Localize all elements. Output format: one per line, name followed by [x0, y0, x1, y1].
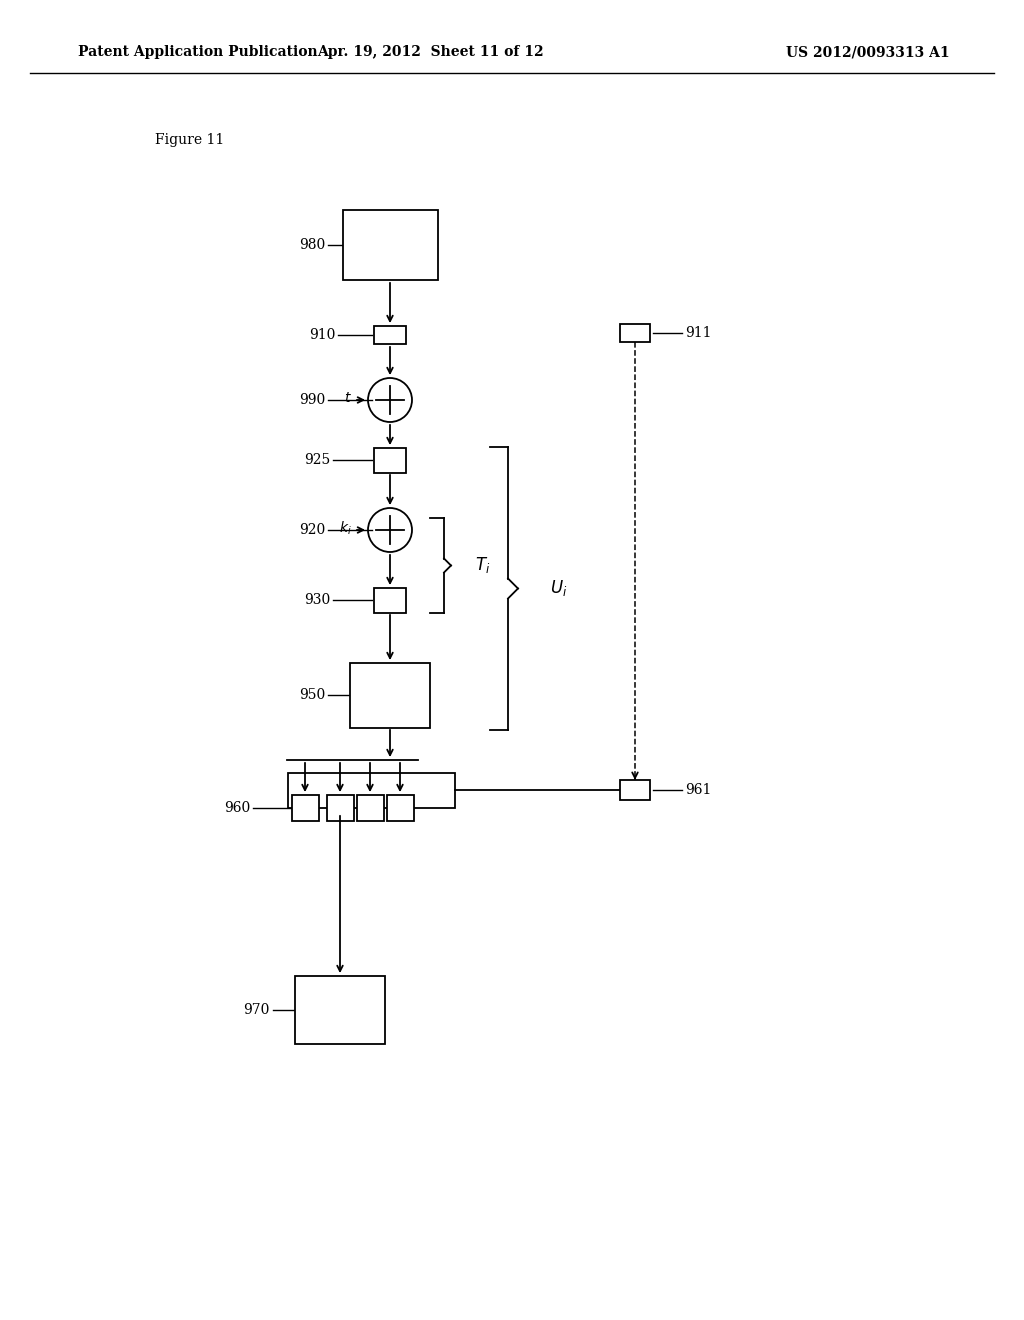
Bar [374, 447, 406, 473]
Text: 925: 925 [304, 453, 330, 467]
Text: $t$: $t$ [344, 391, 352, 405]
Text: $T_i$: $T_i$ [475, 554, 490, 576]
Text: US 2012/0093313 A1: US 2012/0093313 A1 [786, 45, 950, 59]
Text: 970: 970 [244, 1003, 270, 1016]
Bar [374, 587, 406, 612]
Bar [350, 663, 430, 727]
Text: $k_i$: $k_i$ [339, 519, 352, 537]
Text: 960: 960 [224, 801, 250, 814]
Text: $U_i$: $U_i$ [550, 578, 567, 598]
Bar [288, 774, 455, 808]
Bar [342, 210, 437, 280]
Bar [295, 975, 385, 1044]
Bar [356, 795, 384, 821]
Text: 980: 980 [299, 238, 325, 252]
Text: Figure 11: Figure 11 [155, 133, 224, 147]
Bar [374, 326, 406, 345]
Text: Apr. 19, 2012  Sheet 11 of 12: Apr. 19, 2012 Sheet 11 of 12 [316, 45, 544, 59]
Bar [620, 780, 650, 800]
Bar [327, 795, 353, 821]
Text: Patent Application Publication: Patent Application Publication [78, 45, 317, 59]
Bar [620, 323, 650, 342]
Bar [386, 795, 414, 821]
Text: 911: 911 [685, 326, 712, 341]
Bar [292, 795, 318, 821]
Text: 920: 920 [299, 523, 325, 537]
Text: 961: 961 [685, 783, 712, 797]
Text: 930: 930 [304, 593, 330, 607]
Text: 950: 950 [299, 688, 325, 702]
Text: 910: 910 [308, 327, 335, 342]
Text: 990: 990 [299, 393, 325, 407]
